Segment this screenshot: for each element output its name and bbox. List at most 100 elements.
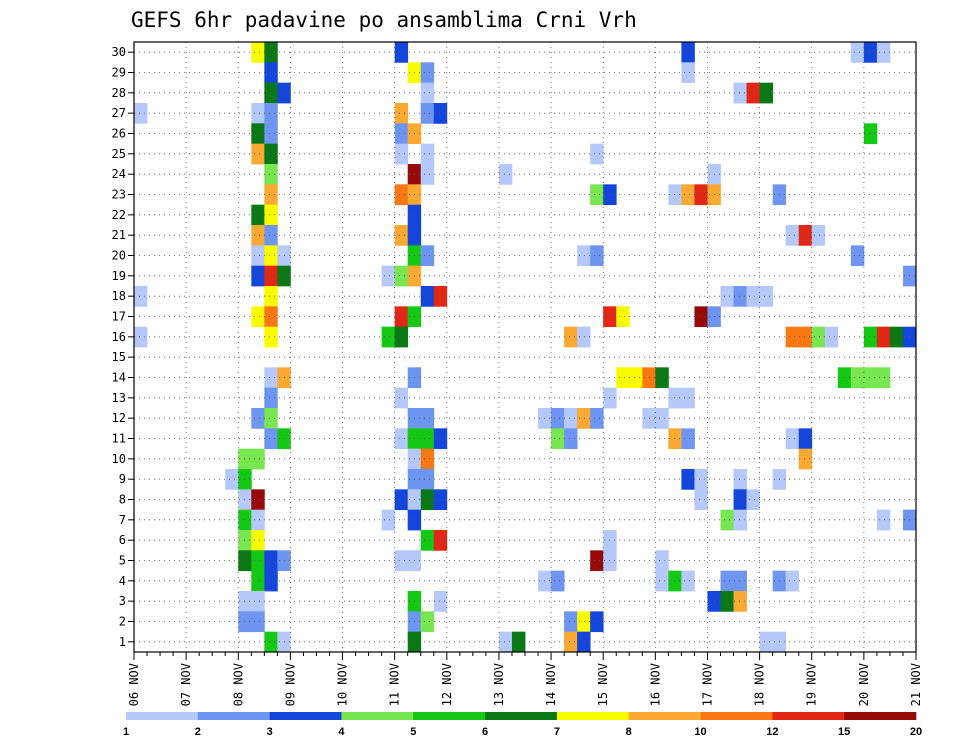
heat-cell <box>264 265 278 287</box>
y-tick-label: 12 <box>112 411 126 425</box>
heat-cell <box>381 265 396 287</box>
heat-cell <box>251 570 265 592</box>
heat-cell <box>264 306 278 328</box>
y-tick-label: 14 <box>112 371 126 385</box>
heat-cell <box>264 326 278 348</box>
heat-cell <box>433 428 448 450</box>
heat-cell <box>433 530 448 551</box>
x-axis: 06 NOV 07 NOV 08 NOV 09 NOV 10 NOV 11 NOV 12 N… <box>127 652 923 706</box>
heat-cell <box>577 408 591 429</box>
heat-cell <box>655 570 669 592</box>
heat-cell <box>264 62 278 84</box>
heat-cell <box>394 489 409 511</box>
heat-cell <box>694 489 708 511</box>
heat-cell <box>394 42 409 63</box>
heat-cell <box>720 591 734 612</box>
heat-cell <box>420 611 435 633</box>
y-tick-label: 5 <box>119 554 126 568</box>
heat-cell <box>134 103 148 124</box>
heat-cell <box>251 509 265 531</box>
heat-cell <box>551 408 565 429</box>
heat-cell <box>876 326 891 348</box>
heat-cell <box>420 245 435 267</box>
y-tick-label: 29 <box>112 66 126 80</box>
y-tick-label: 7 <box>119 513 126 527</box>
heat-cell <box>798 225 813 246</box>
heat-cell <box>577 245 591 267</box>
heat-cell <box>655 550 669 572</box>
heat-cell <box>420 103 435 124</box>
colorbar-swatch <box>772 712 845 720</box>
heat-cell <box>889 326 904 348</box>
colorbar-label: 1 <box>123 726 129 738</box>
heat-cell <box>264 184 278 206</box>
heat-cell <box>251 245 265 267</box>
heat-cell <box>264 225 278 246</box>
heat-cell <box>134 286 148 307</box>
colorbar-label: 12 <box>766 726 778 738</box>
y-tick-label: 1 <box>119 635 126 649</box>
colorbar-swatch <box>126 712 199 720</box>
x-tick-label: 15 NOV <box>596 663 610 706</box>
heat-cell <box>876 367 891 389</box>
heat-cell <box>590 245 604 267</box>
heat-cell <box>394 550 409 572</box>
y-tick-label: 17 <box>112 310 126 324</box>
y-tick-label: 19 <box>112 269 126 283</box>
heat-cell <box>863 367 878 389</box>
heat-cell <box>655 367 669 389</box>
heat-cell <box>433 103 448 124</box>
heat-cell <box>420 408 435 429</box>
cell-layer <box>134 42 917 653</box>
heat-cell <box>420 469 435 490</box>
heat-cell <box>590 184 604 206</box>
heat-cell <box>798 448 813 470</box>
y-tick-label: 8 <box>119 493 126 507</box>
heat-cell <box>264 42 278 63</box>
heat-cell <box>251 591 265 612</box>
y-tick-label: 25 <box>112 147 126 161</box>
heat-cell <box>394 143 409 165</box>
heat-cell <box>785 225 800 246</box>
heat-cell <box>681 428 695 450</box>
heat-cell <box>381 326 396 348</box>
colorbar-label: 5 <box>410 726 416 738</box>
colorbar-swatch <box>556 712 630 720</box>
y-tick-label: 16 <box>112 330 126 344</box>
heat-cell <box>785 570 800 592</box>
x-tick-label: 08 NOV <box>231 663 245 706</box>
y-tick-label: 28 <box>112 86 126 100</box>
colorbar-label: 8 <box>626 726 632 738</box>
y-tick-label: 10 <box>112 452 126 466</box>
heat-cell <box>433 489 448 511</box>
heat-cell <box>733 82 747 104</box>
heat-cell <box>251 489 265 511</box>
heat-cell <box>134 326 148 348</box>
y-tick-label: 22 <box>112 208 126 222</box>
y-tick-label: 15 <box>112 350 126 364</box>
colorbar-label: 3 <box>267 726 273 738</box>
heat-cell <box>759 631 774 653</box>
heat-cell <box>420 164 435 185</box>
heat-cell <box>811 225 826 246</box>
heat-cell <box>798 326 813 348</box>
heat-cell <box>850 245 865 267</box>
y-tick-label: 30 <box>112 45 126 59</box>
heat-cell <box>498 631 513 653</box>
x-tick-label: 13 NOV <box>492 663 506 706</box>
heat-cell <box>798 428 813 450</box>
y-tick-label: 27 <box>112 106 126 120</box>
heat-cell <box>590 143 604 165</box>
heat-cell <box>251 225 265 246</box>
heat-cell <box>746 286 760 307</box>
colorbar-label: 4 <box>338 726 345 738</box>
x-tick-label: 12 NOV <box>440 663 454 706</box>
x-tick-label: 11 NOV <box>388 663 402 706</box>
x-tick-label: 06 NOV <box>127 663 141 706</box>
heat-cell <box>694 469 708 490</box>
heat-cell <box>681 469 695 490</box>
heat-cell <box>694 184 708 206</box>
colorbar-label: 7 <box>554 726 560 738</box>
heat-cell <box>681 184 695 206</box>
heat-cell <box>394 103 409 124</box>
